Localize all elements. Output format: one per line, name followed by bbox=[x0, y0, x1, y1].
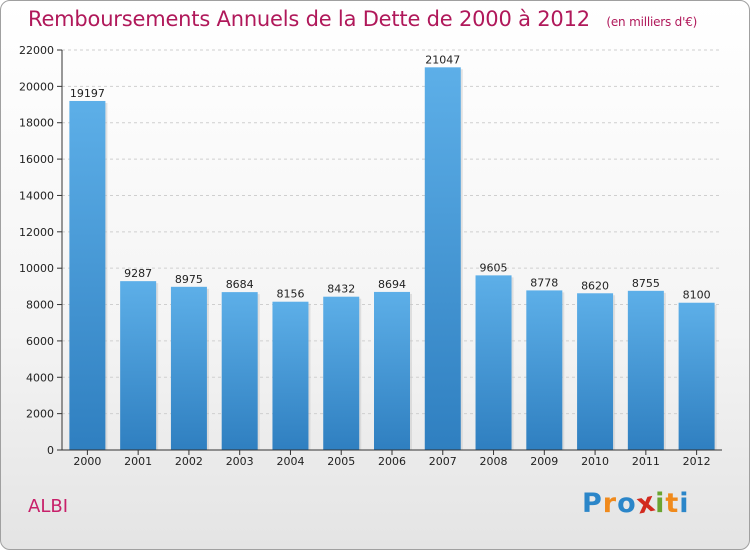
logo-letter: r bbox=[602, 488, 618, 519]
y-tick-label: 18000 bbox=[19, 117, 54, 130]
y-tick-label: 8000 bbox=[26, 299, 54, 312]
x-tick-label: 2003 bbox=[226, 455, 254, 468]
x-tick-label: 2009 bbox=[530, 455, 558, 468]
x-tick-label: 2010 bbox=[581, 455, 609, 468]
location-label: ALBI bbox=[28, 496, 68, 517]
chart-subtitle: (en milliers d'€) bbox=[606, 15, 698, 29]
bar-value-label: 8694 bbox=[378, 278, 406, 291]
bar-2012 bbox=[678, 302, 715, 450]
logo-letter: o bbox=[617, 488, 637, 519]
y-tick-label: 14000 bbox=[19, 189, 54, 202]
x-tick-label: 2004 bbox=[276, 455, 304, 468]
bar-2008 bbox=[475, 275, 512, 450]
logo-letter: i bbox=[655, 488, 666, 519]
bar-2001 bbox=[120, 281, 157, 450]
bar-2005 bbox=[323, 296, 360, 450]
bar-value-label: 9605 bbox=[480, 261, 508, 274]
bar-2000 bbox=[69, 100, 106, 451]
y-tick-label: 20000 bbox=[19, 80, 54, 93]
bar-2007 bbox=[424, 67, 461, 450]
y-tick-label: 12000 bbox=[19, 226, 54, 239]
x-tick-label: 2002 bbox=[175, 455, 203, 468]
y-tick-label: 22000 bbox=[19, 44, 54, 57]
bar-value-label: 8778 bbox=[530, 276, 558, 289]
x-tick-label: 2005 bbox=[327, 455, 355, 468]
x-tick-label: 2012 bbox=[683, 455, 711, 468]
y-tick-label: 10000 bbox=[19, 262, 54, 275]
bar-value-label: 8755 bbox=[632, 277, 660, 290]
x-tick-label: 2006 bbox=[378, 455, 406, 468]
proxiti-logo: Proxiti bbox=[582, 486, 690, 520]
y-tick-label: 2000 bbox=[26, 408, 54, 421]
x-tick-label: 2008 bbox=[480, 455, 508, 468]
bar-2009 bbox=[526, 290, 563, 450]
x-tick-label: 2001 bbox=[124, 455, 152, 468]
bar-2002 bbox=[170, 286, 207, 450]
bar-2011 bbox=[627, 290, 664, 450]
y-tick-label: 0 bbox=[47, 444, 54, 457]
bar-value-label: 8684 bbox=[226, 278, 254, 291]
bar-value-label: 19197 bbox=[70, 87, 105, 100]
chart-title-text: Remboursements Annuels de la Dette de 20… bbox=[28, 7, 590, 31]
y-tick-label: 4000 bbox=[26, 371, 54, 384]
x-tick-label: 2011 bbox=[632, 455, 660, 468]
logo-letter: i bbox=[679, 488, 690, 519]
bar-value-label: 9287 bbox=[124, 267, 152, 280]
x-tick-label: 2007 bbox=[429, 455, 457, 468]
bar-value-label: 8100 bbox=[683, 289, 711, 302]
bar-value-label: 8156 bbox=[276, 288, 304, 301]
bar-value-label: 21047 bbox=[425, 53, 460, 66]
bar-2006 bbox=[374, 291, 410, 450]
y-tick-label: 6000 bbox=[26, 335, 54, 348]
logo-letter: t bbox=[665, 488, 680, 519]
chart-title: Remboursements Annuels de la Dette de 20… bbox=[28, 7, 697, 31]
bar-2003 bbox=[221, 292, 258, 450]
bar-2004 bbox=[272, 301, 309, 450]
bar-2010 bbox=[577, 293, 614, 450]
logo-letter: P bbox=[582, 488, 603, 519]
x-tick-label: 2000 bbox=[73, 455, 101, 468]
bar-value-label: 8432 bbox=[327, 283, 355, 296]
bar-value-label: 8620 bbox=[581, 279, 609, 292]
y-tick-label: 16000 bbox=[19, 153, 54, 166]
bar-value-label: 8975 bbox=[175, 273, 203, 286]
